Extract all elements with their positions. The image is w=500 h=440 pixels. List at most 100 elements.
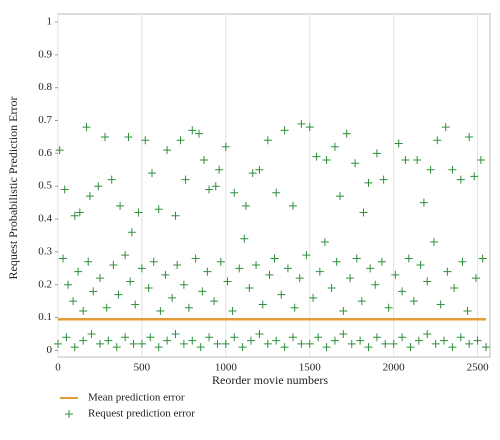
point [235, 264, 244, 273]
point [85, 192, 94, 201]
point [59, 254, 68, 263]
x-tick-label: 2500 [467, 362, 490, 374]
point [60, 185, 69, 194]
point [82, 123, 91, 132]
legend-label: Request prediction error [88, 408, 195, 420]
point [188, 126, 197, 135]
point [194, 129, 203, 138]
point [95, 339, 104, 348]
point [95, 274, 104, 283]
point [404, 254, 413, 263]
point [366, 264, 375, 273]
point [391, 270, 400, 279]
point [456, 175, 465, 184]
point [188, 336, 197, 345]
point [389, 339, 398, 348]
point [356, 336, 365, 345]
point [280, 126, 289, 135]
point [221, 339, 230, 348]
point [283, 264, 292, 273]
point [322, 343, 331, 352]
point [265, 270, 274, 279]
point [200, 155, 209, 164]
point [198, 287, 207, 296]
point [64, 280, 73, 289]
point [171, 211, 180, 220]
point [248, 169, 257, 178]
point [335, 192, 344, 201]
point [144, 284, 153, 293]
point [89, 287, 98, 296]
point [465, 132, 474, 141]
point [372, 333, 381, 342]
point [448, 343, 457, 352]
point [216, 257, 225, 266]
point [441, 123, 450, 132]
point [342, 129, 351, 138]
point [288, 201, 297, 210]
point [456, 333, 465, 342]
point [84, 257, 93, 266]
y-tick-label: 1 [47, 16, 53, 28]
point [347, 339, 356, 348]
y-tick-label: 0.7 [38, 114, 52, 126]
plot-area [57, 13, 491, 358]
point [94, 182, 103, 191]
point [423, 277, 432, 286]
point [398, 287, 407, 296]
y-tick-label: 0.1 [38, 311, 52, 323]
point [482, 343, 490, 352]
point [314, 333, 323, 342]
point [302, 251, 311, 260]
point [70, 211, 79, 220]
point [179, 339, 188, 348]
point [131, 300, 140, 309]
point [156, 307, 165, 316]
point [70, 343, 79, 352]
point [173, 261, 182, 270]
point [228, 307, 237, 316]
y-tick-label: 0.6 [38, 147, 52, 159]
point [352, 254, 361, 263]
y-tick-label: 0.4 [38, 213, 52, 225]
point [240, 234, 249, 243]
point [322, 155, 331, 164]
point [270, 254, 279, 263]
point [107, 175, 116, 184]
point [230, 188, 239, 197]
point [458, 257, 467, 266]
point [351, 159, 360, 168]
point [440, 336, 449, 345]
point [205, 185, 214, 194]
y-tick-label: 0.8 [38, 81, 52, 93]
point [384, 303, 393, 312]
point [379, 175, 388, 184]
point [463, 307, 472, 316]
point [263, 339, 272, 348]
point [134, 208, 143, 217]
x-tick-label: 1000 [215, 362, 238, 374]
point [327, 284, 336, 293]
point [473, 336, 482, 345]
point [121, 251, 130, 260]
point [163, 146, 172, 155]
point [255, 330, 264, 339]
point [223, 277, 232, 286]
point [255, 165, 264, 174]
point [419, 198, 428, 207]
point [137, 264, 146, 273]
point [62, 333, 71, 342]
point [359, 208, 368, 217]
point [305, 339, 314, 348]
point [137, 339, 146, 348]
point [154, 205, 163, 214]
point [280, 343, 289, 352]
point [146, 333, 155, 342]
point [297, 339, 306, 348]
y-tick-label: 0.2 [38, 278, 52, 290]
point [100, 132, 109, 141]
point [295, 274, 304, 283]
y-tick-label: 0.3 [38, 245, 52, 257]
point [141, 136, 150, 145]
point [205, 333, 214, 342]
